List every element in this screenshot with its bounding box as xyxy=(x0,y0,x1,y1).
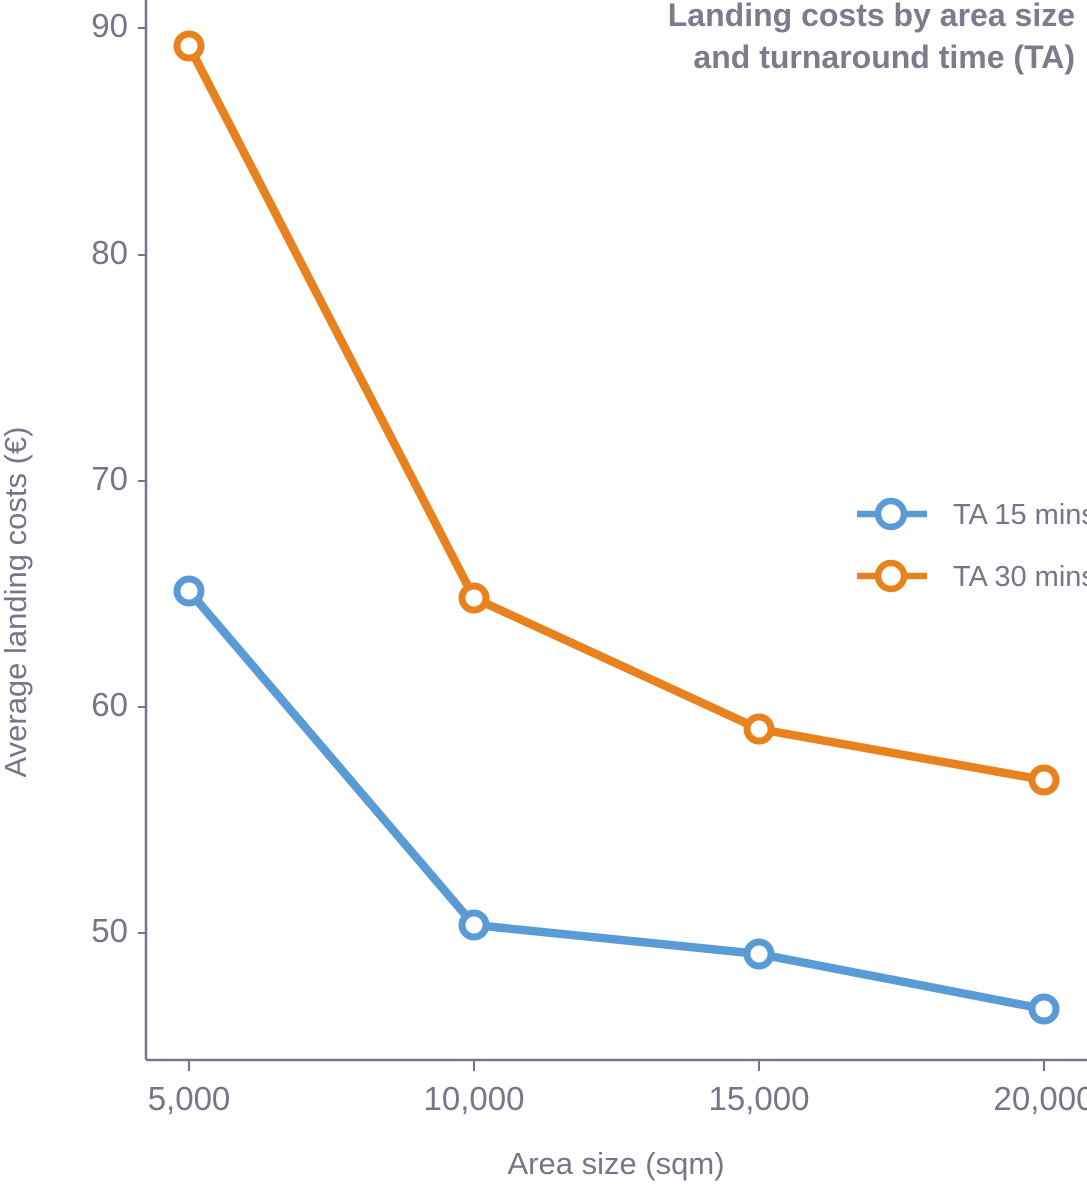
svg-text:70: 70 xyxy=(91,460,128,497)
svg-text:TA 15 mins: TA 15 mins xyxy=(953,499,1087,531)
svg-text:20,000: 20,000 xyxy=(994,1080,1087,1117)
svg-text:Area size (sqm): Area size (sqm) xyxy=(507,1146,724,1181)
svg-text:TA 30 mins: TA 30 mins xyxy=(953,561,1087,593)
svg-text:80: 80 xyxy=(91,234,128,271)
svg-text:and turnaround time (TA): and turnaround time (TA) xyxy=(693,39,1075,75)
svg-text:5,000: 5,000 xyxy=(148,1080,231,1117)
svg-text:60: 60 xyxy=(91,686,128,723)
svg-text:Landing costs by area size: Landing costs by area size xyxy=(668,0,1075,33)
svg-text:Average landing costs (€): Average landing costs (€) xyxy=(0,427,33,778)
svg-text:50: 50 xyxy=(91,912,128,949)
svg-text:90: 90 xyxy=(91,7,128,44)
svg-text:15,000: 15,000 xyxy=(709,1080,810,1117)
svg-text:10,000: 10,000 xyxy=(424,1080,525,1117)
